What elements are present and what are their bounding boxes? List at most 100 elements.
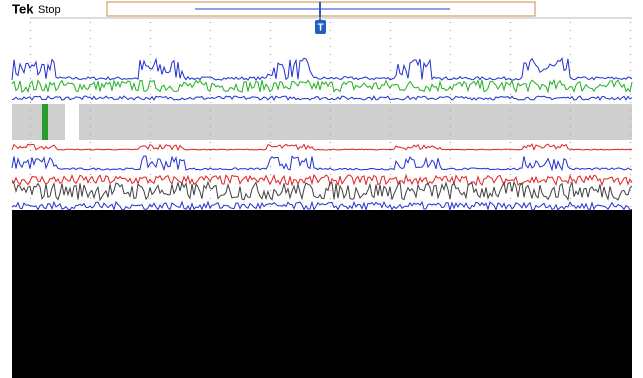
graticule-dot — [330, 150, 331, 151]
graticule-dot — [90, 174, 91, 175]
graticule-dot — [210, 62, 211, 63]
graticule-dot — [150, 78, 151, 79]
graticule-dot — [90, 62, 91, 63]
graticule-dot — [30, 54, 31, 55]
graticule-dot — [330, 62, 331, 63]
graticule-dot — [30, 22, 31, 23]
graticule-dot — [390, 126, 391, 127]
graticule-dot — [30, 30, 31, 31]
graticule-dot — [150, 134, 151, 135]
graticule-dot — [270, 86, 271, 87]
graticule-dot — [90, 118, 91, 119]
graticule-dot — [330, 102, 331, 103]
graticule-dot — [210, 30, 211, 31]
graticule-dot — [570, 158, 571, 159]
graticule-dot — [30, 102, 31, 103]
graticule-dot — [210, 134, 211, 135]
graticule-dot — [330, 94, 331, 95]
graticule-dot — [30, 70, 31, 71]
graticule-dot — [510, 134, 511, 135]
graticule-dot — [450, 94, 451, 95]
graticule-dot — [210, 190, 211, 191]
graticule-dot — [390, 118, 391, 119]
graticule-dot — [510, 142, 511, 143]
graticule-dot — [390, 38, 391, 39]
graticule-dot — [30, 94, 31, 95]
graticule-dot — [270, 206, 271, 207]
graticule-dot — [630, 134, 631, 135]
graticule-dot — [150, 206, 151, 207]
graticule-dot — [450, 38, 451, 39]
graticule-dot — [570, 166, 571, 167]
graticule-dot — [390, 158, 391, 159]
graticule-dot — [630, 110, 631, 111]
graticule-dot — [630, 190, 631, 191]
graticule-dot — [630, 166, 631, 167]
graticule-dot — [330, 190, 331, 191]
bus-trace-2 — [12, 202, 632, 210]
graticule-dot — [90, 126, 91, 127]
graticule-dot — [270, 110, 271, 111]
graticule-dot — [450, 158, 451, 159]
graticule-dot — [390, 110, 391, 111]
graticule-dot — [90, 190, 91, 191]
graticule-dot — [390, 30, 391, 31]
graticule-dot — [210, 70, 211, 71]
graticule-dot — [630, 46, 631, 47]
trigger-label: T — [317, 23, 323, 34]
graticule-dot — [210, 46, 211, 47]
graticule-dot — [570, 46, 571, 47]
graticule-dot — [30, 46, 31, 47]
graticule-dot — [270, 150, 271, 151]
graticule-dot — [30, 126, 31, 127]
graticule-dot — [570, 134, 571, 135]
graticule-dot — [630, 150, 631, 151]
graticule-dot — [90, 22, 91, 23]
graticule-dot — [150, 110, 151, 111]
graticule-dot — [330, 198, 331, 199]
graticule-dot — [270, 22, 271, 23]
graticule-dot — [30, 118, 31, 119]
graticule-dot — [330, 30, 331, 31]
graticule-dot — [510, 62, 511, 63]
graticule-dot — [330, 166, 331, 167]
graticule-dot — [510, 94, 511, 95]
graticule-dot — [570, 38, 571, 39]
graticule-dot — [210, 126, 211, 127]
graticule-dot — [630, 158, 631, 159]
graticule-dot — [330, 206, 331, 207]
graticule-dot — [30, 62, 31, 63]
graticule-dot — [330, 126, 331, 127]
graticule-dot — [630, 118, 631, 119]
graticule-dot — [90, 30, 91, 31]
graticule-dot — [330, 110, 331, 111]
channel-1-baseline — [12, 96, 632, 100]
graticule-dot — [630, 126, 631, 127]
graticule-dot — [150, 118, 151, 119]
graticule-dot — [570, 182, 571, 183]
graticule-dot — [90, 198, 91, 199]
graticule-dot — [570, 198, 571, 199]
graticule-dot — [450, 166, 451, 167]
graticule-dot — [150, 54, 151, 55]
oscilloscope-screen: Tek Stop T — [0, 0, 643, 378]
graticule-dot — [30, 182, 31, 183]
graticule-dot — [510, 102, 511, 103]
graticule-dot — [150, 198, 151, 199]
graticule-dot — [450, 46, 451, 47]
graticule-dot — [630, 94, 631, 95]
graticule-dot — [30, 38, 31, 39]
graticule-dot — [150, 158, 151, 159]
graticule-dot — [90, 70, 91, 71]
graticule-dot — [450, 78, 451, 79]
graticule-dot — [570, 22, 571, 23]
graticule-dot — [630, 70, 631, 71]
graticule-dot — [150, 38, 151, 39]
graticule-dot — [570, 94, 571, 95]
graticule-dot — [270, 54, 271, 55]
graticule-dot — [270, 94, 271, 95]
graticule-dot — [450, 134, 451, 135]
graticule-dot — [210, 118, 211, 119]
graticule-dot — [150, 102, 151, 103]
graticule-dot — [30, 86, 31, 87]
